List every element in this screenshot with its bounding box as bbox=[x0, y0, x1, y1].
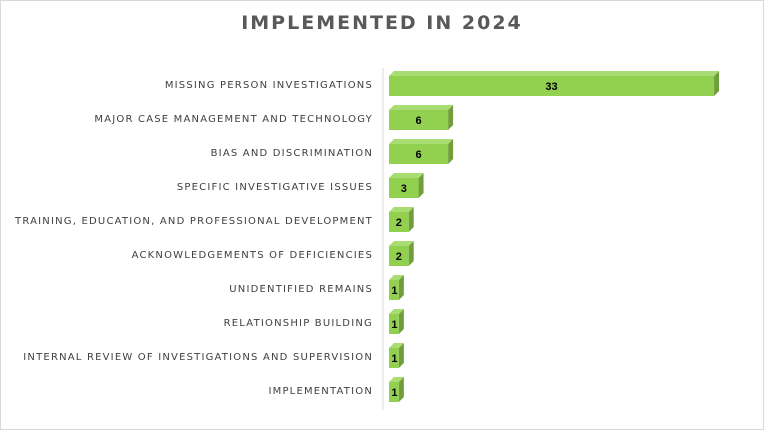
chart-title: IMPLEMENTED IN 2024 bbox=[241, 12, 523, 34]
category-label: RELATIONSHIP BUILDING bbox=[224, 318, 373, 329]
category-label: TRAINING, EDUCATION, AND PROFESSIONAL DE… bbox=[14, 216, 373, 227]
bar-side bbox=[398, 309, 404, 334]
data-label: 6 bbox=[415, 149, 421, 161]
data-label: 6 bbox=[415, 115, 421, 127]
bar bbox=[389, 382, 399, 402]
bar-top bbox=[389, 275, 404, 280]
bar-side bbox=[714, 71, 720, 96]
category-label: INTERNAL REVIEW OF INVESTIGATIONS AND SU… bbox=[23, 352, 373, 363]
category-label: BIAS AND DISCRIMINATION bbox=[211, 148, 373, 159]
bar-side bbox=[398, 275, 404, 300]
category-label: SPECIFIC INVESTIGATIVE ISSUES bbox=[177, 182, 373, 193]
data-label: 1 bbox=[391, 319, 397, 331]
category-label: ACKNOWLEDGEMENTS OF DEFICIENCIES bbox=[132, 250, 373, 261]
bar bbox=[389, 314, 399, 334]
bar bbox=[389, 280, 399, 300]
bar bbox=[389, 76, 715, 96]
category-label: MISSING PERSON INVESTIGATIONS bbox=[165, 80, 373, 91]
bar-top bbox=[389, 71, 720, 76]
bar bbox=[389, 246, 409, 266]
bar bbox=[389, 212, 409, 232]
data-label: 3 bbox=[401, 183, 407, 195]
bar bbox=[389, 144, 449, 164]
bar-top bbox=[389, 377, 404, 382]
category-label: UNIDENTIFIED REMAINS bbox=[229, 284, 373, 295]
bar-side bbox=[448, 139, 454, 164]
bar-top bbox=[389, 173, 424, 178]
data-label: 1 bbox=[391, 285, 397, 297]
data-label: 2 bbox=[396, 251, 402, 263]
bar-top bbox=[389, 139, 454, 144]
bar-side bbox=[398, 343, 404, 368]
data-label: 2 bbox=[396, 217, 402, 229]
bar bbox=[389, 110, 449, 130]
bar-top bbox=[389, 207, 414, 212]
bar-side bbox=[418, 173, 424, 198]
category-label: IMPLEMENTATION bbox=[268, 386, 373, 397]
category-label: MAJOR CASE MANAGEMENT AND TECHNOLOGY bbox=[94, 114, 373, 125]
bar-top bbox=[389, 105, 454, 110]
bar bbox=[389, 178, 419, 198]
bar-top bbox=[389, 343, 404, 348]
bar-top bbox=[389, 241, 414, 246]
bar-side bbox=[408, 207, 414, 232]
data-label: 33 bbox=[545, 81, 557, 93]
bar-top bbox=[389, 309, 404, 314]
bar-side bbox=[398, 377, 404, 402]
data-label: 1 bbox=[391, 353, 397, 365]
bar-side bbox=[448, 105, 454, 130]
bar bbox=[389, 348, 399, 368]
data-label: 1 bbox=[391, 387, 397, 399]
bar-side bbox=[408, 241, 414, 266]
